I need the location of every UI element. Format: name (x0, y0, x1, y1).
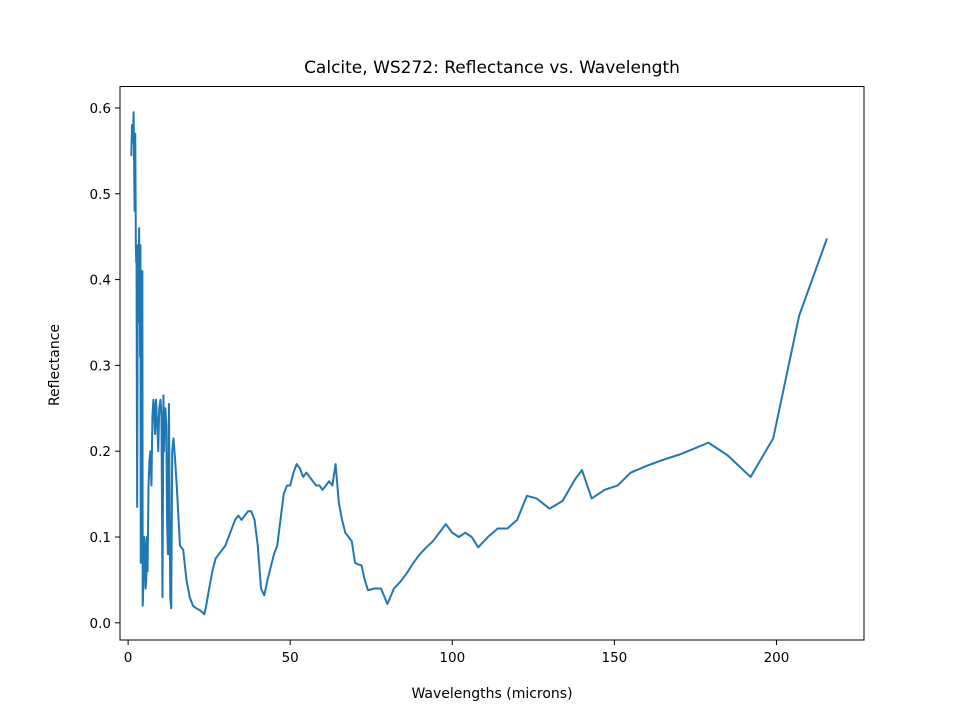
x-tick-label: 50 (282, 650, 299, 666)
x-tick-label: 100 (439, 650, 465, 666)
x-tick-label: 150 (601, 650, 627, 666)
y-axis-label: Reflectance (47, 324, 63, 406)
chart-title: Calcite, WS272: Reflectance vs. Waveleng… (304, 58, 680, 78)
y-tick-label: 0.2 (90, 444, 111, 460)
y-tick-label: 0.0 (90, 616, 111, 632)
y-tick-label: 0.4 (90, 273, 111, 289)
plot-area (119, 86, 865, 641)
y-tick-label: 0.1 (90, 530, 111, 546)
series-line (130, 111, 828, 616)
y-axis: 0.0 0.1 0.2 0.3 0.4 0.5 0.6 (90, 101, 120, 632)
plot-frame (119, 86, 865, 641)
x-axis: 0 50 100 150 200 (124, 640, 790, 666)
y-tick-label: 0.3 (90, 358, 111, 374)
y-tick-label: 0.5 (90, 187, 111, 203)
x-tick-label: 200 (764, 650, 790, 666)
x-axis-label: Wavelengths (microns) (411, 686, 572, 702)
x-tick-label: 0 (124, 650, 133, 666)
y-tick-label: 0.6 (90, 101, 111, 117)
